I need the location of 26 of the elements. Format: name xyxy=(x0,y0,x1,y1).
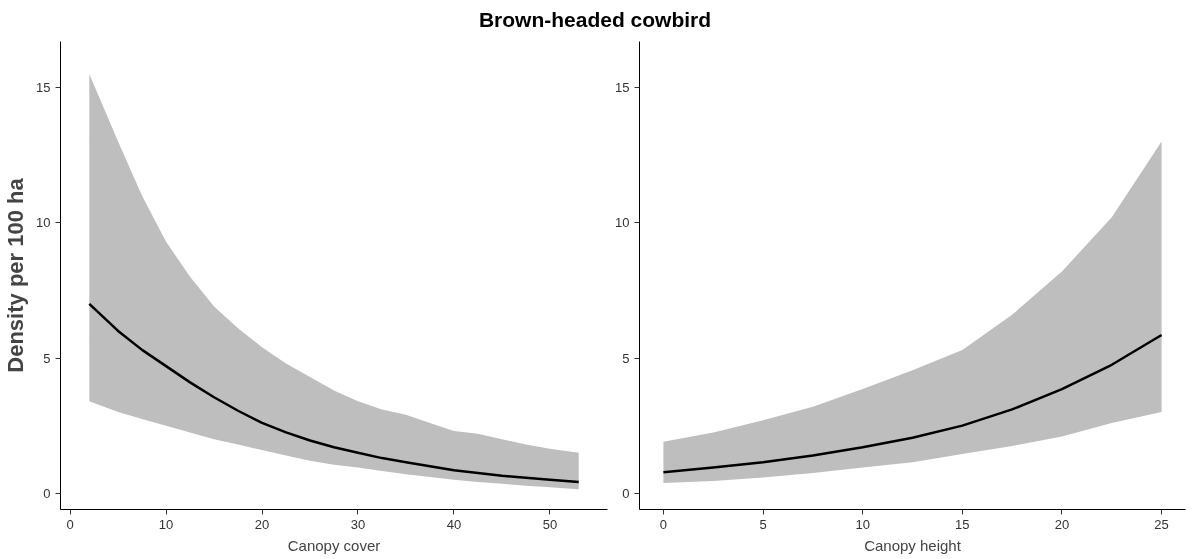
line-series xyxy=(662,333,1163,474)
y-tick-label: 15 xyxy=(615,79,630,95)
chart-title: Brown-headed cowbird xyxy=(478,7,712,33)
x-tick-label: 40 xyxy=(446,516,462,532)
line-series xyxy=(88,302,580,484)
x-tick-label: 0 xyxy=(66,516,74,532)
x-tick-label: 15 xyxy=(955,516,970,532)
x-tick-label: 20 xyxy=(254,516,270,532)
y-tick-label: 0 xyxy=(43,485,51,501)
x-axis-title: Canopy height xyxy=(864,536,962,554)
x-tick-label: 30 xyxy=(350,516,366,532)
x-tick-label: 5 xyxy=(759,516,767,532)
y-tick-label: 0 xyxy=(622,485,630,501)
y-tick-label: 5 xyxy=(622,350,630,366)
y-axis-title: Density per 100 ha xyxy=(3,177,29,373)
x-tick-label: 10 xyxy=(158,516,174,532)
x-tick-label: 25 xyxy=(1154,516,1169,532)
y-tick-label: 10 xyxy=(615,215,630,231)
y-tick-label: 15 xyxy=(36,79,51,95)
y-tick-label: 10 xyxy=(36,215,51,231)
x-tick-label: 50 xyxy=(542,516,558,532)
y-tick-label: 5 xyxy=(43,350,51,366)
x-axis-title: Canopy cover xyxy=(287,536,381,554)
x-tick-label: 0 xyxy=(659,516,668,532)
x-tick-label: 10 xyxy=(855,516,870,532)
x-tick-label: 20 xyxy=(1054,516,1070,532)
